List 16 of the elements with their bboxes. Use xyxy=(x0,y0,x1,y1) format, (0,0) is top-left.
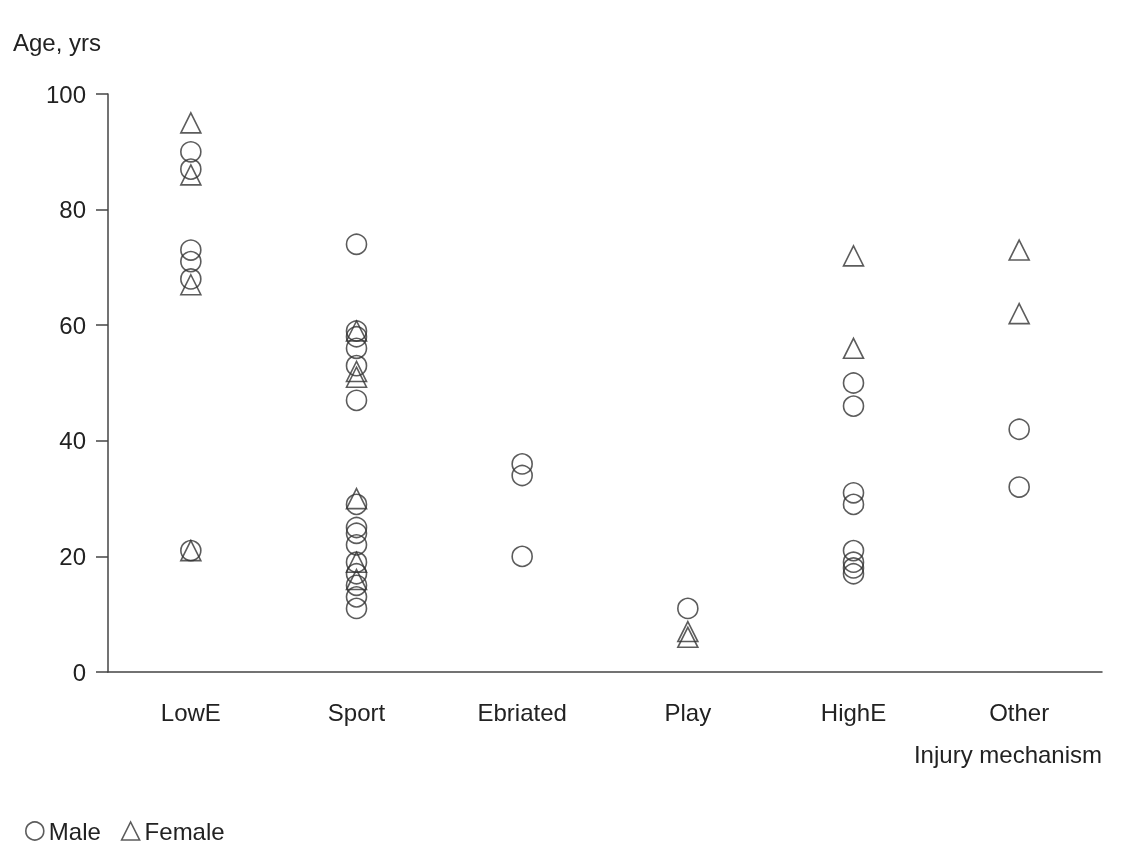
y-tick-label: 40 xyxy=(59,427,86,455)
y-tick-label: 80 xyxy=(59,196,86,224)
x-tick-label: Other xyxy=(989,698,1050,726)
y-tick-label: 100 xyxy=(45,80,86,108)
y-tick-label: 20 xyxy=(59,542,86,570)
y-axis-title: Age, yrs xyxy=(13,28,102,56)
x-tick-label: Play xyxy=(664,698,712,726)
x-tick-label: LowE xyxy=(160,698,221,726)
y-tick-label: 0 xyxy=(72,658,86,686)
x-axis-title: Injury mechanism xyxy=(913,740,1102,768)
legend-label: Female xyxy=(144,817,225,845)
x-tick-label: Sport xyxy=(327,698,386,726)
x-tick-label: Ebriated xyxy=(477,698,567,726)
y-tick-label: 60 xyxy=(59,311,86,339)
legend-label: Male xyxy=(48,817,101,845)
x-tick-label: HighE xyxy=(820,698,887,726)
